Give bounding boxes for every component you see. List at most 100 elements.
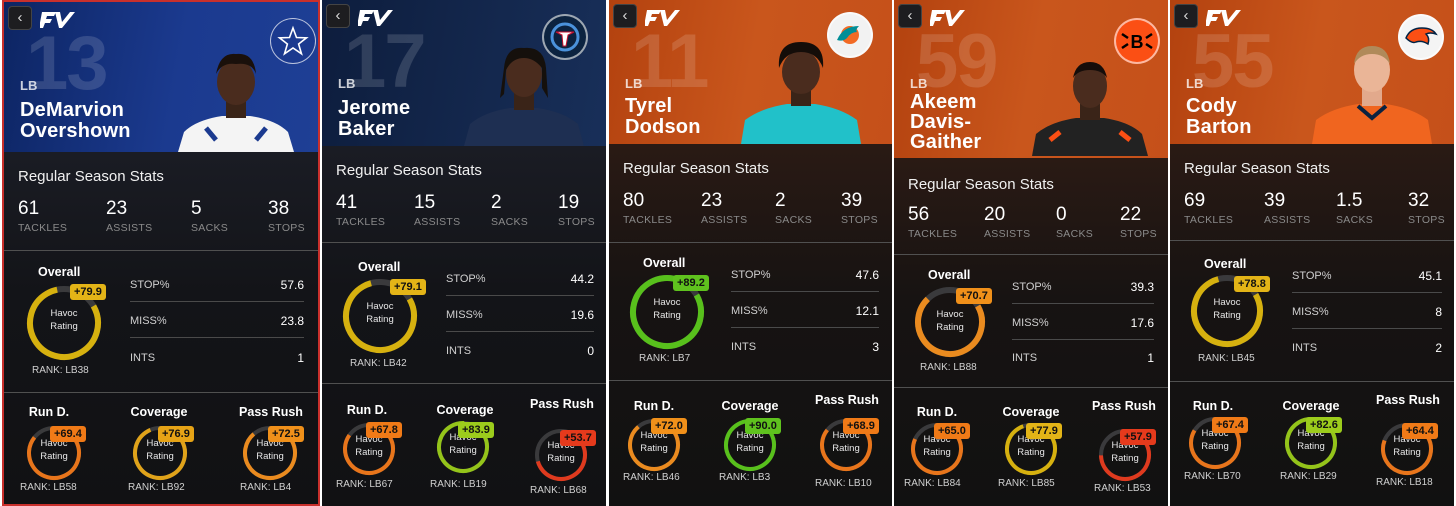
metric-row-stop: STOP% 47.6 (731, 258, 879, 292)
sub-label-run: Run D. (916, 405, 958, 419)
stat-tackles: 56 TACKLES (908, 204, 958, 240)
gauge-fill (630, 275, 704, 349)
svg-text:B: B (1131, 32, 1144, 52)
metric-row-ints: INTS 1 (130, 351, 304, 365)
player-card-dodson: ‹ 11 LB Tyrel Dodson Regular Season Stats… (609, 0, 892, 506)
coverage-rank: RANK: LB85 (998, 478, 1055, 489)
overall-havoc-gauge (1191, 275, 1263, 347)
coverage-grade-badge: +83.9 (458, 422, 494, 438)
fv-logo-icon (645, 10, 680, 26)
player-photo (178, 53, 294, 152)
gauge-fill (915, 287, 985, 357)
run-rank: RANK: LB84 (904, 478, 961, 489)
pass-rush-grade-badge: +68.9 (843, 418, 879, 434)
run-grade-badge: +65.0 (934, 423, 970, 439)
stat-tackles: 69 TACKLES (1184, 190, 1234, 226)
metric-row-stop: STOP% 44.2 (446, 262, 594, 296)
overall-grade-badge: +89.2 (673, 275, 709, 291)
player-name: Akeem Davis- Gaither (910, 91, 982, 153)
pass-rush-rank: RANK: LB18 (1376, 477, 1433, 488)
coverage-rank: RANK: LB92 (128, 482, 185, 493)
run-rank: RANK: LB46 (623, 472, 680, 483)
run-grade-badge: +72.0 (651, 418, 687, 434)
overall-rank: RANK: LB42 (350, 358, 407, 369)
jersey-number: 11 (631, 19, 709, 104)
divider (894, 387, 1168, 388)
section-title: Regular Season Stats (908, 176, 1054, 193)
metric-row-miss: MISS% 8 (1292, 295, 1442, 329)
player-photo (1032, 62, 1148, 156)
back-button[interactable]: ‹ (8, 6, 32, 30)
divider (1170, 381, 1454, 382)
fv-logo-icon (358, 10, 393, 26)
position-label: LB (1186, 76, 1204, 91)
stat-assists: 39 ASSISTS (1264, 190, 1311, 226)
overall-label: Overall (928, 268, 971, 282)
player-name: Jerome Baker (338, 97, 411, 140)
star-icon (270, 18, 316, 64)
stat-tackles: 80 TACKLES (623, 190, 673, 226)
stat-sacks: 1.5 SACKS (1336, 190, 1374, 226)
back-button[interactable]: ‹ (1174, 4, 1198, 28)
overall-havoc-gauge (343, 279, 417, 353)
coverage-rank: RANK: LB29 (1280, 471, 1337, 482)
stat-assists: 20 ASSISTS (984, 204, 1031, 240)
pass-rush-rank: RANK: LB53 (1094, 483, 1151, 494)
section-title: Regular Season Stats (336, 162, 482, 179)
position-label: LB (625, 76, 643, 91)
position-label: LB (910, 76, 928, 91)
pass-rush-rank: RANK: LB68 (530, 485, 587, 496)
back-button[interactable]: ‹ (898, 4, 922, 28)
overall-grade-badge: +70.7 (956, 288, 992, 304)
metric-row-stop: STOP% 45.1 (1292, 259, 1442, 293)
player-photo (1312, 46, 1432, 144)
stat-stops: 22 STOPS (1120, 204, 1157, 240)
broncos-icon (1398, 14, 1444, 60)
stat-tackles: 61 TACKLES (18, 198, 68, 234)
sub-label-pass-rush: Pass Rush (239, 405, 303, 419)
jersey-number: 13 (26, 21, 109, 106)
card-body: Regular Season Stats 41 TACKLES 15 ASSISTS… (322, 146, 606, 506)
sub-label-pass-rush: Pass Rush (1092, 399, 1156, 413)
fv-logo-icon (930, 10, 965, 26)
card-body: Regular Season Stats 80 TACKLES 23 ASSISTS… (609, 144, 892, 506)
divider (4, 250, 318, 251)
back-button[interactable]: ‹ (326, 4, 350, 28)
gauge-fill (27, 286, 101, 360)
player-card-barton: ‹ 55 LB Cody Barton Regular Season Stats … (1170, 0, 1454, 506)
stat-stops: 39 STOPS (841, 190, 878, 226)
card-body: Regular Season Stats 56 TACKLES 20 ASSISTS… (894, 158, 1168, 506)
stat-sacks: 2 SACKS (491, 192, 529, 228)
card-body: Regular Season Stats 69 TACKLES 39 ASSISTS… (1170, 144, 1454, 506)
pass-rush-grade-badge: +64.4 (1402, 423, 1438, 439)
sub-label-coverage: Coverage (1002, 405, 1060, 419)
overall-label: Overall (38, 265, 81, 279)
stat-assists: 15 ASSISTS (414, 192, 461, 228)
stat-stops: 19 STOPS (558, 192, 595, 228)
player-card-baker: ‹ 17 LB Jerome Baker Regular Season Stats… (322, 0, 606, 506)
divider (609, 242, 892, 243)
divider (322, 383, 606, 384)
sub-label-pass-rush: Pass Rush (1376, 393, 1440, 407)
coverage-grade-badge: +82.6 (1306, 417, 1342, 433)
jersey-number: 17 (344, 19, 427, 104)
player-header: ‹ 11 LB Tyrel Dodson (609, 0, 892, 144)
position-label: LB (20, 78, 38, 93)
metric-row-ints: INTS 3 (731, 340, 879, 354)
dolphins-icon (827, 12, 873, 58)
jersey-number: 55 (1192, 19, 1275, 104)
back-button[interactable]: ‹ (613, 4, 637, 28)
stat-stops: 38 STOPS (268, 198, 305, 234)
pass-rush-grade-badge: +57.9 (1120, 429, 1156, 445)
